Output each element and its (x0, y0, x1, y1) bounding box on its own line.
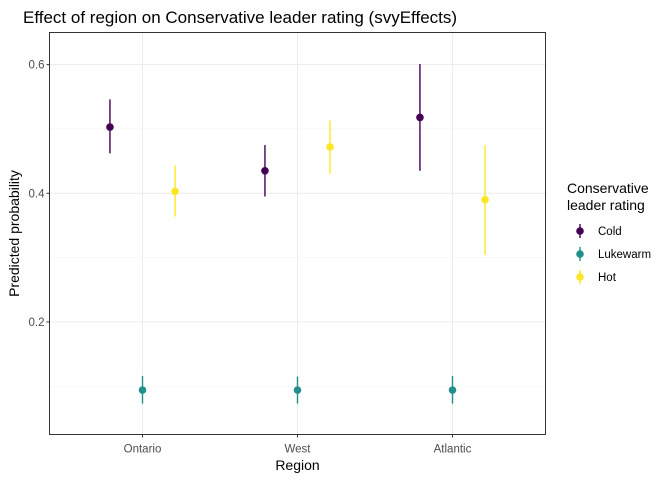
chart-title: Effect of region on Conservative leader … (23, 8, 457, 27)
legend-items: Cold Lukewarm Hot (576, 224, 651, 284)
y-tick-label: 0.2 (29, 317, 45, 329)
point-hot (481, 195, 489, 204)
legend-key-point-hot (576, 273, 584, 281)
legend-title: Conservative leader rating (567, 180, 653, 213)
marks-layer (106, 64, 489, 404)
legend-key-point-cold (576, 227, 584, 235)
point-lukewarm (138, 386, 147, 394)
legend-title-line-2: leader rating (567, 197, 645, 213)
point-hot (326, 143, 334, 151)
y-tick-label: 0.4 (29, 188, 46, 200)
y-tick-label: 0.6 (29, 60, 45, 72)
legend-title-line-1: Conservative (567, 180, 649, 196)
point-hot (171, 187, 179, 196)
axes-layer: 0.2 0.4 0.6 Ontario West Atlantic (29, 60, 472, 456)
point-cold (261, 166, 269, 175)
legend-label-hot: Hot (598, 272, 617, 284)
x-axis-title: Region (275, 457, 319, 473)
legend-label-cold: Cold (598, 226, 622, 238)
grid-layer (49, 32, 546, 435)
x-tick-label: Ontario (124, 444, 162, 456)
legend-key-point-lukewarm (576, 250, 584, 258)
point-lukewarm (293, 386, 302, 394)
point-cold (106, 123, 114, 131)
x-tick-label: Atlantic (434, 444, 472, 456)
point-cold (416, 113, 424, 122)
point-lukewarm (448, 386, 457, 394)
legend: Conservative leader rating Cold Lukewarm H… (567, 180, 653, 284)
x-tick-label: West (285, 444, 312, 456)
legend-label-lukewarm: Lukewarm (598, 249, 651, 261)
y-axis-title: Predicted probability (6, 170, 22, 297)
